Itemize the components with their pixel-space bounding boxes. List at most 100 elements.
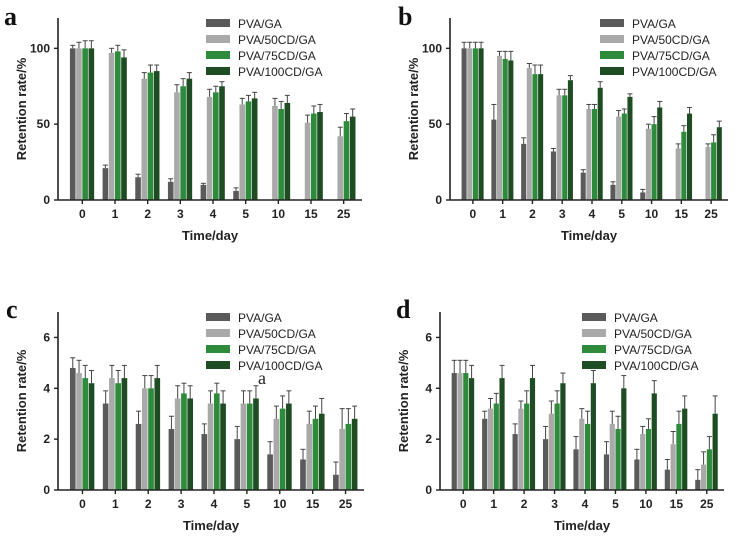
bar	[186, 78, 193, 200]
bar	[318, 413, 325, 490]
x-tick-label: 3	[559, 207, 566, 221]
bar	[609, 423, 615, 490]
y-tick-label: 0	[43, 483, 50, 497]
bar	[640, 434, 646, 490]
bar	[251, 98, 258, 200]
bar	[657, 107, 663, 200]
bar	[664, 469, 670, 490]
bar	[521, 143, 527, 200]
y-tick-label: 100	[30, 41, 50, 55]
y-tick-label: 100	[422, 41, 442, 55]
bar	[200, 184, 207, 200]
x-tick-label: 0	[79, 497, 86, 511]
legend-label: PVA/100CD/GA	[614, 359, 698, 373]
bar	[148, 388, 154, 490]
bar	[518, 408, 524, 490]
panel-d: d 0 2 4 6 0 1 2 3 4 5 10 15 25 Time/day Retention rate/…	[396, 295, 724, 533]
bar	[651, 124, 657, 200]
bar	[76, 48, 82, 200]
bar	[482, 418, 488, 490]
bar	[469, 378, 475, 490]
bar	[616, 116, 622, 200]
bar	[502, 58, 508, 201]
bar	[562, 95, 568, 200]
bar	[167, 181, 174, 200]
panel-letter: d	[396, 295, 411, 324]
legend-swatch	[600, 67, 624, 75]
legend-label: PVA/75CD/GA	[614, 343, 692, 357]
legend-label: PVA/100CD/GA	[238, 65, 322, 79]
y-axis-title: Retention rate/%	[14, 349, 29, 452]
bar	[141, 388, 148, 490]
bar	[102, 168, 109, 200]
bar	[597, 87, 603, 200]
bar	[573, 449, 579, 490]
bar	[579, 418, 585, 490]
legend-swatch	[206, 345, 230, 353]
bar	[181, 393, 187, 490]
bar	[508, 60, 514, 200]
x-tick-label: 4	[210, 207, 217, 221]
bar	[115, 51, 121, 201]
bar	[640, 192, 646, 200]
bar	[207, 403, 214, 490]
legend-swatch	[206, 19, 230, 27]
legend-swatch	[206, 361, 230, 369]
bar	[512, 434, 518, 490]
bar	[711, 142, 717, 200]
x-axis-title: Time/day	[182, 228, 239, 243]
bar	[548, 413, 554, 490]
bar	[567, 80, 573, 200]
y-tick-label: 0	[43, 193, 50, 207]
bar	[467, 48, 473, 200]
bar	[135, 177, 141, 200]
bar	[306, 423, 313, 490]
annotation-text: a	[258, 368, 266, 388]
bar	[69, 48, 76, 200]
y-tick-label: 2	[43, 432, 50, 446]
bar	[682, 408, 688, 490]
x-axis-title: Time/day	[183, 518, 240, 533]
legend-label: PVA/GA	[632, 17, 676, 31]
bar	[621, 113, 627, 200]
x-tick-label: 25	[339, 497, 353, 511]
panel-a: a 0 50 100 0 1 2 3 4 5 10 15 25 Time/day Retention rat…	[4, 2, 362, 243]
bar	[246, 403, 253, 490]
bar	[278, 109, 284, 200]
y-tick-label: 4	[43, 381, 50, 395]
bar	[705, 146, 711, 200]
y-tick-label: 50	[429, 117, 443, 131]
panel-c: c 0 2 4 6 0 1 2 3 4 5 10 15 25 Time/day Retention rate/…	[6, 295, 364, 533]
bar	[580, 172, 586, 200]
bar	[214, 393, 220, 490]
legend-swatch	[206, 67, 230, 75]
bar	[491, 119, 497, 200]
y-tick-label: 6	[43, 330, 50, 344]
bar	[592, 109, 598, 200]
y-tick-label: 0	[435, 193, 442, 207]
bar	[700, 464, 707, 490]
x-tick-label: 10	[273, 497, 287, 511]
x-tick-label: 2	[145, 497, 152, 511]
panel-letter: a	[4, 2, 17, 31]
bar	[695, 479, 701, 490]
legend-swatch	[206, 313, 230, 321]
legend-label: PVA/75CD/GA	[238, 49, 316, 63]
x-axis-title: Time/day	[561, 228, 618, 243]
bar	[82, 48, 88, 200]
bar	[487, 408, 494, 490]
bar	[267, 454, 273, 490]
bar	[529, 378, 536, 490]
bar	[206, 96, 213, 200]
bar	[610, 184, 616, 200]
bar	[634, 459, 640, 490]
legend-label: PVA/100CD/GA	[632, 65, 716, 79]
panel-letter: c	[6, 295, 18, 324]
bar	[345, 423, 352, 490]
x-tick-label: 1	[499, 207, 506, 221]
bar	[343, 121, 350, 200]
bar	[478, 48, 484, 200]
x-tick-label: 4	[211, 497, 218, 511]
x-tick-label: 5	[242, 207, 249, 221]
bar	[499, 378, 505, 490]
